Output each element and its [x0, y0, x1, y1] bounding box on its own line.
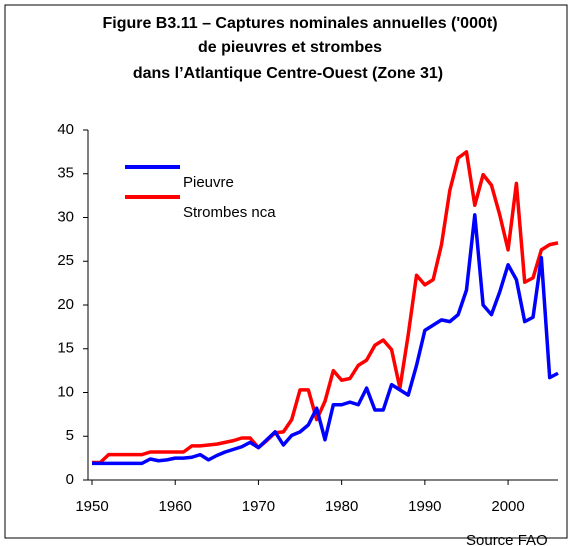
x-tick-label: 1990	[408, 498, 441, 515]
source: Source FAO	[466, 532, 548, 546]
x-tick-label: 1980	[325, 498, 358, 515]
x-tick-label: 1970	[242, 498, 275, 515]
line	[92, 150, 559, 465]
legend-label: Strombes nca	[183, 204, 276, 221]
y-tick-label: 35	[57, 165, 74, 182]
chart-title: de pieuvres et strombes	[198, 39, 382, 56]
chart-title: Figure B3.11 – Captures nominales annuel…	[102, 15, 497, 32]
y-tick-label: 25	[57, 252, 74, 269]
y-tick-label: 10	[57, 383, 74, 400]
y-tick-label: 0	[66, 471, 74, 488]
chart-title: dans l’Atlantique Centre-Ouest (Zone 31)	[133, 65, 443, 82]
frame	[4, 4, 568, 539]
x-tick-label: 2000	[491, 498, 524, 515]
x-tick-label: 1950	[75, 498, 108, 515]
x-tick-label: 1960	[159, 498, 192, 515]
y-tick-label: 30	[57, 208, 74, 225]
y-tick-label: 40	[57, 121, 74, 138]
y-tick-label: 5	[66, 427, 74, 444]
y-tick-label: 20	[57, 296, 74, 313]
y-tick-label: 15	[57, 340, 74, 357]
legend-label: Pieuvre	[183, 174, 234, 191]
line	[92, 213, 559, 466]
